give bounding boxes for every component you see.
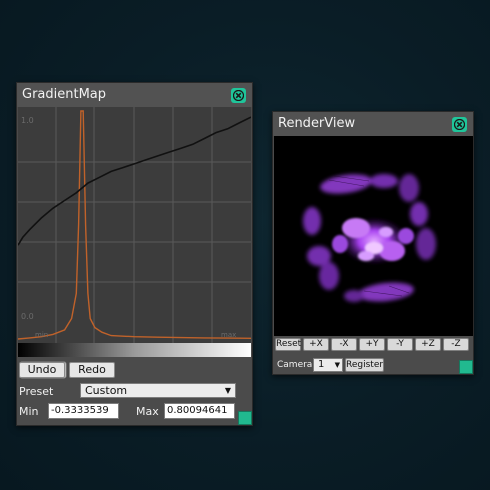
plus-y-button[interactable]: +Y bbox=[359, 338, 385, 351]
minus-z-button[interactable]: -Z bbox=[443, 338, 469, 351]
y-top-label: 1.0 bbox=[21, 116, 34, 125]
camera-label: Camera: bbox=[277, 360, 316, 370]
preset-select[interactable]: Custom ▼ bbox=[80, 383, 236, 398]
gradient-map-panel: GradientMap 1.0 0.0 min max bbox=[16, 82, 253, 426]
minus-y-button[interactable]: -Y bbox=[387, 338, 413, 351]
plus-z-button[interactable]: +Z bbox=[415, 338, 441, 351]
render-viewport[interactable] bbox=[274, 136, 473, 336]
reset-button[interactable]: Reset bbox=[275, 338, 302, 351]
render-view-resize-handle[interactable] bbox=[459, 360, 473, 374]
camera-value: 1 bbox=[318, 359, 325, 370]
camera-select[interactable]: 1 ▼ bbox=[313, 358, 343, 372]
render-view-panel: RenderView bbox=[272, 111, 474, 375]
redo-button[interactable]: Redo bbox=[69, 362, 115, 378]
dropdown-arrow-icon: ▼ bbox=[334, 361, 340, 369]
gradient-bar[interactable] bbox=[18, 343, 251, 357]
volume-render-image bbox=[303, 174, 436, 302]
max-input[interactable]: 0.80094641 bbox=[164, 403, 235, 419]
close-icon bbox=[233, 90, 244, 101]
gradient-map-chart[interactable]: 1.0 0.0 min max bbox=[18, 107, 251, 423]
close-icon bbox=[454, 119, 465, 130]
plus-x-button[interactable]: +X bbox=[303, 338, 329, 351]
preset-label: Preset bbox=[19, 385, 54, 398]
minus-x-button[interactable]: -X bbox=[331, 338, 357, 351]
x-min-label: min bbox=[35, 331, 48, 339]
gradient-map-close-button[interactable] bbox=[231, 88, 246, 103]
render-view-close-button[interactable] bbox=[452, 117, 467, 132]
gradient-map-resize-handle[interactable] bbox=[238, 411, 252, 425]
dropdown-arrow-icon: ▼ bbox=[224, 386, 231, 395]
undo-button[interactable]: Undo bbox=[19, 362, 65, 378]
preset-value: Custom bbox=[85, 384, 128, 397]
max-label: Max bbox=[136, 405, 159, 418]
render-view-title[interactable]: RenderView bbox=[273, 112, 473, 136]
transfer-curve-series[interactable] bbox=[18, 116, 251, 246]
register-button[interactable]: Register bbox=[345, 358, 384, 372]
chart-grid bbox=[18, 107, 251, 343]
y-bottom-label: 0.0 bbox=[21, 312, 34, 321]
gradient-map-title[interactable]: GradientMap bbox=[17, 83, 252, 107]
histogram-series bbox=[18, 110, 251, 340]
min-label: Min bbox=[19, 405, 39, 418]
min-input[interactable]: -0.3333539 bbox=[48, 403, 119, 419]
x-max-label: max bbox=[221, 331, 236, 339]
